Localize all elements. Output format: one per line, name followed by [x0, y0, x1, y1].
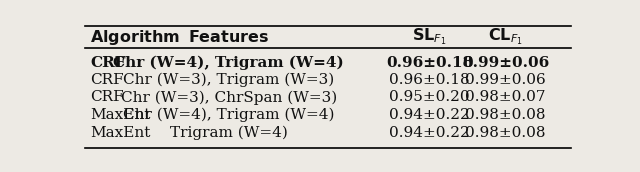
Text: Trigram (W=4): Trigram (W=4) [170, 125, 288, 140]
Text: 0.96±0.18: 0.96±0.18 [386, 56, 474, 70]
Text: $\mathbf{Algorithm}$: $\mathbf{Algorithm}$ [90, 28, 180, 47]
Text: $\mathbf{Features}$: $\mathbf{Features}$ [188, 29, 269, 46]
Text: CRF: CRF [90, 73, 124, 87]
Text: $\mathbf{SL}_{F_1}$: $\mathbf{SL}_{F_1}$ [412, 27, 447, 47]
Text: 0.94±0.22: 0.94±0.22 [389, 126, 470, 139]
Text: 0.96±0.18: 0.96±0.18 [389, 73, 470, 87]
Text: 0.99±0.06: 0.99±0.06 [465, 73, 546, 87]
Text: 0.99±0.06: 0.99±0.06 [462, 56, 549, 70]
Text: 0.95±0.20: 0.95±0.20 [389, 90, 470, 104]
Text: MaxEnt: MaxEnt [90, 108, 150, 122]
Text: Chr (W=4), Trigram (W=4): Chr (W=4), Trigram (W=4) [123, 108, 335, 122]
Text: $\mathbf{CL}_{F_1}$: $\mathbf{CL}_{F_1}$ [488, 27, 523, 47]
Text: Chr (W=4), Trigram (W=4): Chr (W=4), Trigram (W=4) [113, 56, 344, 70]
Text: 0.94±0.22: 0.94±0.22 [389, 108, 470, 122]
Text: MaxEnt: MaxEnt [90, 126, 150, 139]
Text: Chr (W=3), Trigram (W=3): Chr (W=3), Trigram (W=3) [123, 73, 335, 87]
Text: Chr (W=3), ChrSpan (W=3): Chr (W=3), ChrSpan (W=3) [121, 90, 337, 105]
Text: 0.98±0.08: 0.98±0.08 [465, 126, 546, 139]
Text: 0.98±0.07: 0.98±0.07 [465, 90, 546, 104]
Text: 0.98±0.08: 0.98±0.08 [465, 108, 546, 122]
Text: CRF: CRF [90, 90, 124, 104]
Text: CRF: CRF [90, 56, 125, 70]
